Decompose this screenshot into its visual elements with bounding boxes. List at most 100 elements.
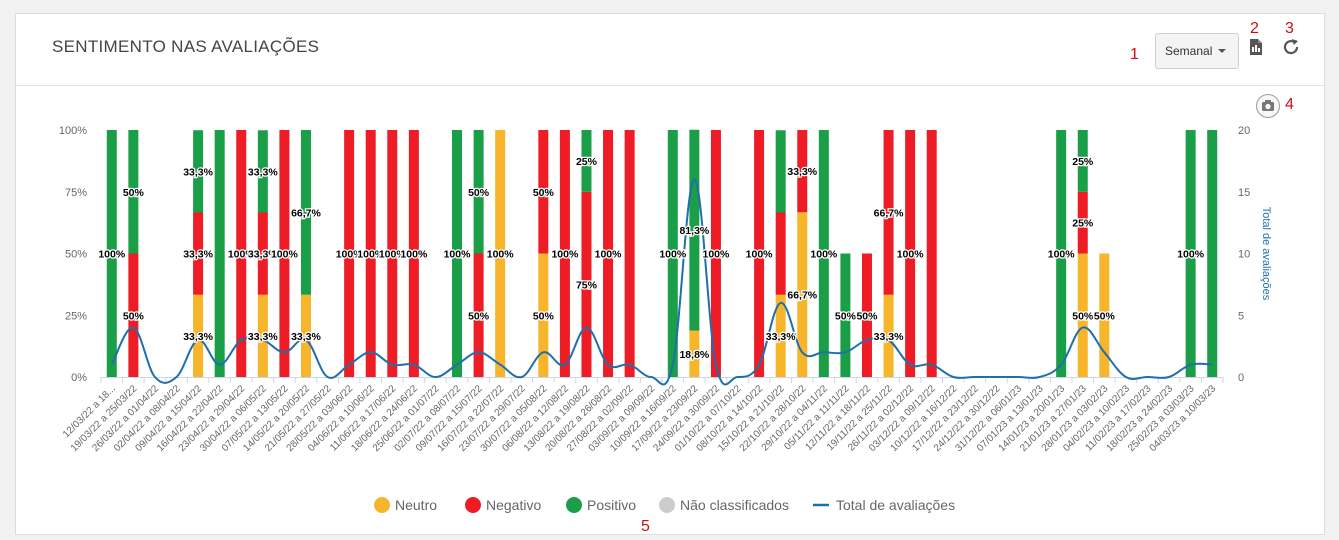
data-label: 100% <box>1177 249 1205 261</box>
bar-negativo <box>387 130 398 377</box>
bar-positivo <box>1207 130 1218 377</box>
data-label: 66,7% <box>291 207 321 219</box>
data-label: 33,3% <box>183 166 213 178</box>
data-label: 33,3% <box>248 166 278 178</box>
data-label: 33,3% <box>183 249 213 261</box>
bar-negativo <box>624 130 635 377</box>
bar-positivo <box>667 130 678 377</box>
caret-down-icon <box>1218 49 1227 53</box>
bar-negativo <box>883 130 894 295</box>
data-label: 100% <box>810 249 838 261</box>
card-title: SENTIMENTO NAS AVALIAÇÕES <box>52 37 320 56</box>
bar-negativo <box>473 253 484 377</box>
data-label: 25% <box>576 156 598 168</box>
legend-item[interactable]: Não classificados <box>659 497 789 513</box>
legend-label: Não classificados <box>680 497 789 513</box>
legend-marker <box>465 497 481 513</box>
bar-neutro <box>300 294 311 377</box>
annotation-1: 1 <box>1130 46 1139 63</box>
bar-positivo <box>106 130 117 377</box>
data-label: 50% <box>1094 310 1116 322</box>
legend-label: Neutro <box>395 497 437 513</box>
period-select[interactable]: Semanal <box>1155 33 1239 69</box>
y-right-axis-label: Total de avaliações <box>1260 207 1272 301</box>
total-line <box>110 178 1213 386</box>
refresh-icon[interactable] <box>1282 38 1300 56</box>
data-label: 50% <box>533 310 555 322</box>
bar-neutro <box>797 212 808 377</box>
data-label: 50% <box>468 310 490 322</box>
data-label: 100% <box>1048 249 1076 261</box>
annotation-2: 2 <box>1250 20 1259 37</box>
legend-label: Negativo <box>486 497 541 513</box>
data-label: 100% <box>746 249 774 261</box>
bar-negativo <box>279 130 290 377</box>
period-select-label: Semanal <box>1165 44 1213 58</box>
bar-neutro <box>1099 253 1110 377</box>
bar-negativo <box>754 130 765 377</box>
bar-negativo <box>775 212 786 295</box>
data-label: 75% <box>576 279 598 291</box>
data-label: 33,3% <box>248 331 278 343</box>
legend-item[interactable]: Total de avaliações <box>813 497 955 513</box>
bar-positivo <box>193 130 204 213</box>
bar-negativo <box>538 130 549 254</box>
legend-item[interactable]: Neutro <box>374 497 437 513</box>
data-label: 50% <box>533 187 555 199</box>
data-label: 100% <box>228 249 256 261</box>
legend-item[interactable]: Positivo <box>566 497 636 513</box>
bar-negativo <box>905 130 916 377</box>
bar-negativo <box>257 212 268 295</box>
data-label: 25% <box>1072 218 1094 230</box>
y-right-tick-label: 5 <box>1238 310 1244 322</box>
data-label: 100% <box>897 249 925 261</box>
bar-negativo <box>861 253 872 377</box>
bar-positivo <box>300 130 311 295</box>
data-label: 81,3% <box>679 225 709 237</box>
data-label: 100% <box>659 249 687 261</box>
legend-label: Total de avaliações <box>836 497 955 513</box>
data-label: 25% <box>1072 156 1094 168</box>
bar-positivo <box>1077 130 1088 192</box>
legend-item[interactable]: Negativo <box>465 497 541 513</box>
data-label: 50% <box>123 187 145 199</box>
bar-negativo <box>236 130 247 377</box>
bar-negativo <box>128 253 139 377</box>
data-label: 33,3% <box>874 331 904 343</box>
y-left-tick-label: 75% <box>65 187 87 199</box>
y-right-tick-label: 15 <box>1238 187 1250 199</box>
y-left-tick-label: 100% <box>59 125 87 137</box>
bar-negativo <box>559 130 570 377</box>
bar-negativo <box>193 212 204 295</box>
data-label: 18,8% <box>679 349 709 361</box>
data-label: 33,3% <box>248 249 278 261</box>
data-label: 100% <box>551 249 579 261</box>
file-export-icon[interactable] <box>1249 39 1263 55</box>
legend-marker <box>566 497 582 513</box>
data-label: 33,3% <box>787 166 817 178</box>
bar-positivo <box>473 130 484 254</box>
bar-neutro <box>495 130 506 377</box>
data-label: 66,7% <box>874 207 904 219</box>
bar-positivo <box>214 130 225 377</box>
data-label: 100% <box>487 249 515 261</box>
data-label: 50% <box>856 310 878 322</box>
bar-positivo <box>689 129 700 331</box>
data-label: 100% <box>595 249 623 261</box>
bar-negativo <box>408 130 419 377</box>
bar-neutro <box>538 253 549 377</box>
bar-positivo <box>840 253 851 377</box>
annotation-5: 5 <box>641 518 650 535</box>
legend-marker <box>659 497 675 513</box>
data-label: 100% <box>703 249 731 261</box>
bar-positivo <box>581 130 592 192</box>
camera-icon[interactable] <box>1256 94 1280 118</box>
data-label: 100% <box>357 249 385 261</box>
bar-negativo <box>1077 191 1088 254</box>
bar-positivo <box>1185 130 1196 377</box>
bar-negativo <box>797 130 808 213</box>
y-left-tick-label: 25% <box>65 310 87 322</box>
annotation-4: 4 <box>1285 96 1294 113</box>
data-label: 100% <box>336 249 364 261</box>
